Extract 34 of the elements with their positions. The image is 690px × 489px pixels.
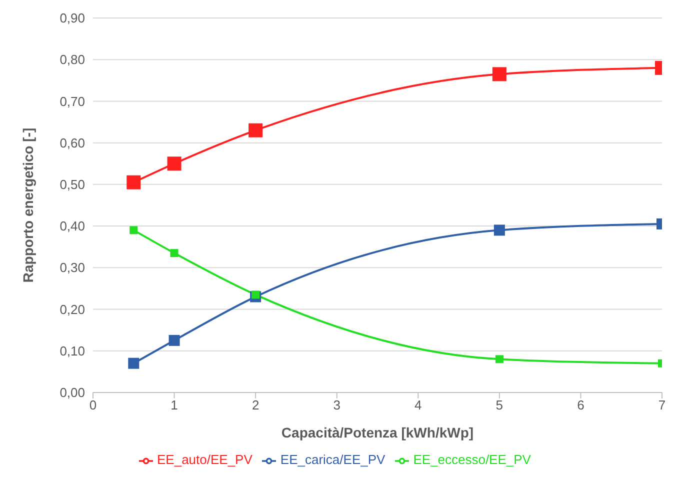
point bbox=[495, 355, 504, 364]
legend-label: EE_auto/EE_PV bbox=[157, 452, 252, 468]
y-axis-title: Rapporto energetico [-] bbox=[20, 128, 36, 283]
point bbox=[248, 123, 263, 138]
y-tick-label: 0,50 bbox=[60, 177, 85, 192]
point bbox=[252, 290, 260, 299]
point bbox=[126, 175, 141, 190]
x-tick-label: 2 bbox=[252, 398, 260, 413]
point bbox=[128, 358, 140, 369]
x-tick-label: 1 bbox=[170, 398, 178, 413]
y-tick-label: 0,60 bbox=[60, 135, 85, 150]
point bbox=[168, 334, 180, 346]
point bbox=[167, 156, 182, 171]
x-tick-label: 0 bbox=[89, 398, 97, 413]
x-tick-label: 3 bbox=[333, 398, 340, 413]
y-tick-label: 0,20 bbox=[60, 302, 85, 317]
y-tick-label: 0,90 bbox=[60, 10, 85, 26]
y-tick-label: 0,30 bbox=[60, 260, 85, 276]
y-tick-label: 0,10 bbox=[60, 343, 85, 358]
point bbox=[492, 67, 506, 82]
x-tick-label: 6 bbox=[577, 398, 584, 413]
point bbox=[170, 249, 178, 258]
x-axis-title: Capacità/Potenza [kWh/kWp] bbox=[281, 424, 474, 440]
y-tick-label: 0,70 bbox=[60, 94, 85, 109]
x-tick-label: 5 bbox=[496, 398, 504, 413]
x-tick-label: 7 bbox=[658, 398, 666, 413]
legend-label: EE_eccesso/EE_PV bbox=[413, 452, 531, 468]
point bbox=[494, 224, 505, 236]
legend-label: EE_carica/EE_PV bbox=[280, 452, 386, 468]
y-tick-label: 0,80 bbox=[60, 52, 85, 68]
y-tick-label: 0,40 bbox=[60, 218, 85, 234]
y-tick-label: 0,00 bbox=[60, 385, 85, 400]
point bbox=[130, 226, 138, 234]
x-tick-label: 4 bbox=[414, 398, 422, 413]
